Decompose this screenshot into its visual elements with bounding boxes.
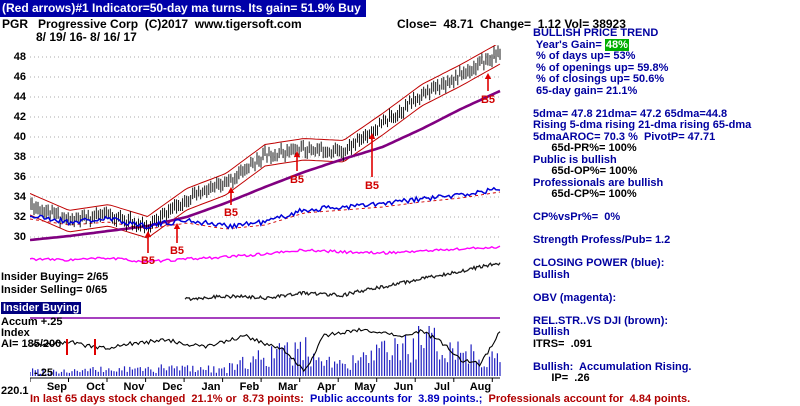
- price-chart: B5 B5 B5 B5 B5 B5: [30, 45, 501, 382]
- stat-line: CLOSING POWER (blue):: [533, 257, 665, 269]
- stat-line: % of days up= 53%: [533, 50, 636, 62]
- buy-arrow-head: [293, 151, 301, 157]
- buy-arrow-head: [484, 73, 492, 79]
- stat-line: Professionals are bullish: [533, 176, 664, 189]
- index-label: Index: [1, 327, 30, 339]
- quote-line: Close= 48.71 Change= 1.12 Vol= 38923: [397, 17, 626, 31]
- years-gain-prefix: Year's Gain=: [533, 38, 605, 51]
- b5-label: B5: [365, 180, 379, 192]
- stat-line: [533, 281, 799, 293]
- y-axis-price-label: 46: [13, 71, 26, 83]
- insider-selling-count: Insider Selling= 0/65: [1, 284, 108, 296]
- lower-band-line: [30, 63, 501, 239]
- stat-line: Bullish: [533, 326, 570, 338]
- stat-line: 65d-PR%= 100%: [533, 142, 637, 154]
- y-axis-price-label: 38: [13, 151, 26, 163]
- y-axis-price-label: 44: [13, 91, 26, 103]
- rel-strength-line: [184, 262, 501, 302]
- b5-label: B5: [170, 245, 184, 257]
- footer-segment: Professionals account for 4.84 points.: [488, 393, 691, 405]
- years-gain-value: 48%: [604, 38, 629, 51]
- accumulation-line: [30, 327, 501, 372]
- x-axis-month: Mar: [278, 381, 298, 393]
- y-axis-price-label: 34: [13, 191, 26, 203]
- stat-line: REL.STR..VS DJI (brown):: [533, 314, 669, 327]
- signal-banner: (Red arrows)#1 Indicator=50-day ma turns…: [0, 0, 366, 17]
- stat-line: 65-day gain= 21.1%: [533, 84, 638, 97]
- years-gain-line: Year's Gain= 48%: [533, 38, 799, 52]
- y-axis-price-label: 32: [13, 211, 26, 223]
- bottom-left-value: 220.1: [1, 385, 29, 397]
- x-axis-month: Sep: [46, 381, 68, 393]
- stock-info-line: PGR Progressive Corp (C)2017 www.tigerso…: [2, 17, 302, 31]
- neg-threshold-label: -.25: [34, 367, 53, 379]
- b5-label: B5: [290, 174, 304, 186]
- closing-power-line: [30, 186, 501, 230]
- b5-label: B5: [481, 94, 495, 106]
- footer-summary: In last 65 days stock changed 21.1% or 8…: [30, 393, 690, 405]
- footer-segment: In last 65 days stock changed 21.1% or 8…: [30, 393, 310, 405]
- y-axis-price-label: 40: [13, 131, 26, 143]
- obv-line: [30, 245, 501, 264]
- ma65-line: [30, 89, 501, 242]
- volume-histogram: [30, 326, 501, 376]
- b5-label: B5: [224, 207, 238, 219]
- footer-segment: Public accounts for 3.89 points.;: [310, 393, 489, 405]
- x-axis-month: May: [354, 381, 376, 393]
- stat-line: IP= .26: [533, 372, 590, 384]
- insider-buying-count: Insider Buying= 2/65: [1, 271, 109, 283]
- y-axis-price-label: 36: [13, 171, 26, 183]
- insider-buying-highlight: Insider Buying: [1, 302, 82, 314]
- stat-line: 65d-CP%= 100%: [533, 188, 637, 200]
- x-axis-month: Jul: [433, 381, 450, 393]
- buy-arrow-head: [173, 223, 181, 229]
- stat-line: [533, 350, 799, 362]
- stat-line: % of closings up= 50.6%: [533, 73, 665, 85]
- x-axis-month: Dec: [162, 381, 183, 393]
- stat-line: 5dma= 47.8 21dma= 47.2 65dma=44.8: [533, 107, 728, 120]
- x-axis-month: Aug: [469, 381, 492, 393]
- x-axis-month: Nov: [123, 381, 145, 393]
- b5-label: B5: [141, 255, 155, 267]
- x-axis-month: Feb: [239, 381, 260, 393]
- bullish-price-trend-heading: BULLISH PRICE TREND: [533, 27, 659, 39]
- stat-line: OBV (magenta):: [533, 291, 617, 304]
- stat-line: Public is bullish: [533, 153, 617, 166]
- stat-line: Strength Profess/Pub= 1.2: [533, 234, 671, 246]
- buy-arrow-head: [144, 231, 152, 237]
- stat-line: Bullish: Accumulation Rising.: [533, 360, 692, 373]
- right-panel: BULLISH PRICE TREND Year's Gain= 48% % o…: [533, 27, 799, 385]
- ai-value: AI= 185/200: [1, 338, 62, 350]
- buy-signals: B5 B5 B5 B5 B5 B5: [141, 73, 495, 267]
- stat-line: ITRS= .091: [533, 337, 593, 350]
- stat-line: CP%vsPr%= 0%: [533, 211, 621, 223]
- stat-line: 5dmaAROC= 70.3 % PivotP= 47.71: [533, 130, 716, 143]
- stat-line: Bullish: [533, 268, 570, 281]
- y-axis-price-label: 48: [13, 51, 26, 63]
- buy-arrow-head: [368, 133, 376, 139]
- stat-line: [533, 97, 799, 109]
- x-axis-month: Jun: [393, 381, 414, 393]
- x-axis-month: Jan: [201, 381, 221, 393]
- stat-line: 65d-OP%= 100%: [533, 165, 638, 177]
- x-axis-month: Oct: [86, 381, 105, 393]
- x-axis-month: Apr: [316, 381, 336, 393]
- cp-21dma-line: [30, 191, 501, 230]
- accum-label: Accum +.25: [1, 316, 63, 328]
- y-axis-price-label: 42: [13, 111, 26, 123]
- y-axis-price-label: 30: [13, 231, 26, 243]
- stat-line: [533, 304, 799, 316]
- price-candles: [30, 45, 501, 236]
- date-range: 8/ 19/ 16- 8/ 16/ 17: [36, 30, 137, 44]
- upper-band-line: [30, 45, 497, 218]
- stat-line: % of openings up= 59.8%: [533, 61, 669, 74]
- buy-arrow-head: [227, 187, 235, 193]
- stat-line: Rising 5-dma rising 21-dma rising 65-dma: [533, 119, 752, 131]
